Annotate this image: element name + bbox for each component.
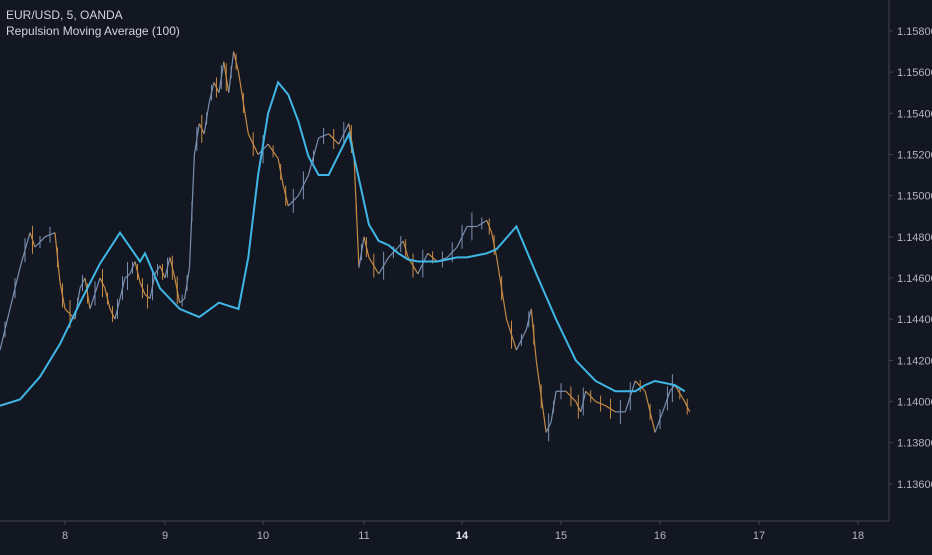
x-tick-label: 18 (852, 530, 864, 542)
y-tick-label: 1.15400 (897, 108, 932, 120)
y-tick-label: 1.14800 (897, 232, 932, 244)
y-tick-label: 1.14600 (897, 273, 932, 285)
y-tick-label: 1.14400 (897, 314, 932, 326)
symbol-label: EUR/USD, 5, OANDA (6, 8, 123, 22)
x-tick-label: 14 (456, 530, 469, 542)
plot-layer (0, 51, 691, 442)
y-tick-label: 1.15200 (897, 149, 932, 161)
x-tick-label: 16 (654, 530, 666, 542)
y-tick-label: 1.13600 (897, 479, 932, 491)
y-tick-label: 1.15000 (897, 191, 932, 203)
x-tick-label: 17 (753, 530, 765, 542)
axis-layer: 1.13600 1.13800 1.14000 1.14200 1.14400 1.146… (0, 0, 932, 542)
x-tick-label: 10 (257, 530, 269, 542)
x-tick-label: 9 (162, 530, 168, 542)
x-tick-label: 11 (358, 530, 369, 542)
y-tick-label: 1.14200 (897, 355, 932, 367)
ma-series-line (0, 80, 686, 407)
y-tick-label: 1.15800 (897, 26, 932, 38)
x-tick-label: 8 (62, 530, 68, 542)
indicator-label: Repulsion Moving Average (100) (6, 24, 180, 38)
x-tick-label: 15 (555, 530, 567, 542)
y-tick-label: 1.13800 (897, 438, 932, 450)
chart-legend: EUR/USD, 5, OANDA Repulsion Moving Avera… (6, 7, 180, 39)
y-tick-label: 1.14000 (897, 397, 932, 409)
y-tick-label: 1.15600 (897, 67, 932, 79)
